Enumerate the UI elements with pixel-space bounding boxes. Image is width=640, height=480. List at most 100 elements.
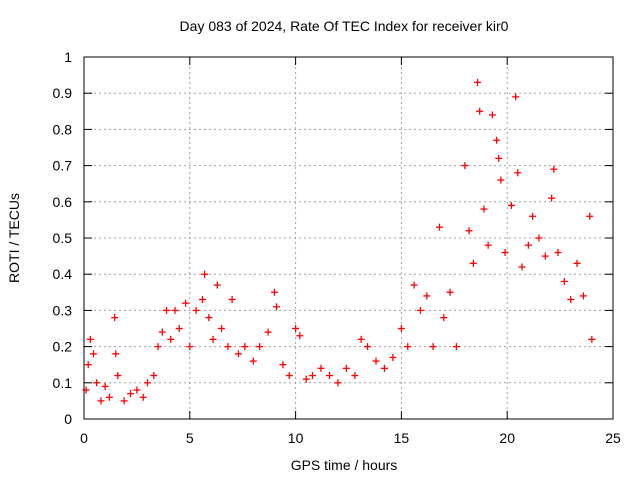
data-point <box>573 259 581 267</box>
data-point <box>93 379 101 387</box>
data-point <box>270 288 278 296</box>
data-point <box>224 343 232 351</box>
data-point <box>150 372 158 380</box>
grid-lines <box>84 57 613 419</box>
data-point <box>364 343 372 351</box>
data-point <box>218 325 226 332</box>
data-point <box>514 169 522 177</box>
data-point <box>372 357 380 365</box>
data-point <box>325 372 333 380</box>
data-point <box>423 292 431 300</box>
data-point <box>317 364 325 372</box>
data-point <box>512 93 520 101</box>
data-point <box>114 372 122 380</box>
x-tick-label: 10 <box>288 430 304 446</box>
data-point <box>488 111 496 119</box>
data-point <box>213 281 221 289</box>
data-point <box>529 212 537 220</box>
data-point <box>273 303 281 311</box>
data-point <box>241 343 249 351</box>
data-point <box>90 350 98 358</box>
data-point <box>518 263 526 271</box>
y-tick-label: 0.6 <box>53 194 73 210</box>
data-point <box>182 299 190 307</box>
data-point <box>357 335 365 343</box>
data-point <box>567 296 575 304</box>
y-tick-label: 0.1 <box>53 375 73 391</box>
y-axis-label: ROTI / TECUs <box>6 193 22 283</box>
data-point <box>389 353 397 361</box>
data-point <box>548 194 556 202</box>
data-point <box>446 288 454 296</box>
data-point <box>105 393 113 401</box>
data-point <box>586 212 594 220</box>
data-point <box>256 343 264 351</box>
data-point <box>228 296 236 304</box>
data-point <box>84 361 92 369</box>
data-point <box>410 281 418 289</box>
data-point <box>480 205 488 213</box>
data-point <box>495 154 503 162</box>
data-point <box>435 223 443 231</box>
data-point <box>198 296 206 304</box>
data-point <box>397 325 405 332</box>
data-point <box>171 306 179 314</box>
data-point <box>452 343 460 351</box>
data-point <box>334 379 342 387</box>
data-point <box>86 335 94 343</box>
data-point <box>120 397 128 405</box>
data-point <box>264 328 272 336</box>
x-tick-label: 25 <box>605 430 621 446</box>
data-point <box>461 162 469 170</box>
data-point <box>101 382 109 390</box>
data-point <box>163 306 171 314</box>
data-point <box>440 314 448 322</box>
y-tick-label: 0.4 <box>53 266 73 282</box>
data-point <box>554 248 562 256</box>
data-point <box>380 364 388 372</box>
x-tick-label: 20 <box>499 430 515 446</box>
chart-title: Day 083 of 2024, Rate Of TEC Index for r… <box>180 18 509 34</box>
data-points <box>82 78 596 405</box>
data-point <box>139 393 147 401</box>
data-point <box>234 350 242 358</box>
data-point <box>579 292 587 300</box>
data-point <box>285 372 293 380</box>
y-tick-label: 0.2 <box>53 339 73 355</box>
data-point <box>302 375 310 383</box>
y-tick-label: 0.3 <box>53 302 73 318</box>
data-point <box>474 78 482 86</box>
data-point <box>484 241 492 249</box>
data-point <box>550 165 558 173</box>
x-tick-label: 15 <box>394 430 410 446</box>
y-tick-label: 0 <box>64 411 72 427</box>
data-point <box>429 343 437 351</box>
data-point <box>209 335 217 343</box>
data-point <box>560 277 568 285</box>
data-point <box>524 241 532 249</box>
data-point <box>133 386 141 394</box>
data-point <box>469 259 477 267</box>
y-tick-label: 0.9 <box>53 85 73 101</box>
x-axis-label: GPS time / hours <box>291 457 398 473</box>
data-point <box>154 343 162 351</box>
data-point <box>249 357 257 365</box>
data-point <box>404 343 412 351</box>
y-tick-label: 0.8 <box>53 121 73 137</box>
data-point <box>143 379 151 387</box>
data-point <box>205 314 213 322</box>
data-point <box>351 372 359 380</box>
data-point <box>342 364 350 372</box>
data-point <box>112 350 120 358</box>
data-point <box>535 234 543 242</box>
data-point <box>127 390 135 398</box>
data-point <box>97 397 105 405</box>
axis-ticks: 0 5 10 15 20 25 0 0.1 0.2 0.3 0.4 0.5 0.6 0.7 0.8 0.9 1 <box>53 49 621 446</box>
data-point <box>296 332 304 340</box>
data-point <box>416 306 424 314</box>
data-point <box>507 201 515 209</box>
x-tick-label: 0 <box>80 430 88 446</box>
x-tick-label: 5 <box>186 430 194 446</box>
y-tick-label: 1 <box>64 49 72 65</box>
